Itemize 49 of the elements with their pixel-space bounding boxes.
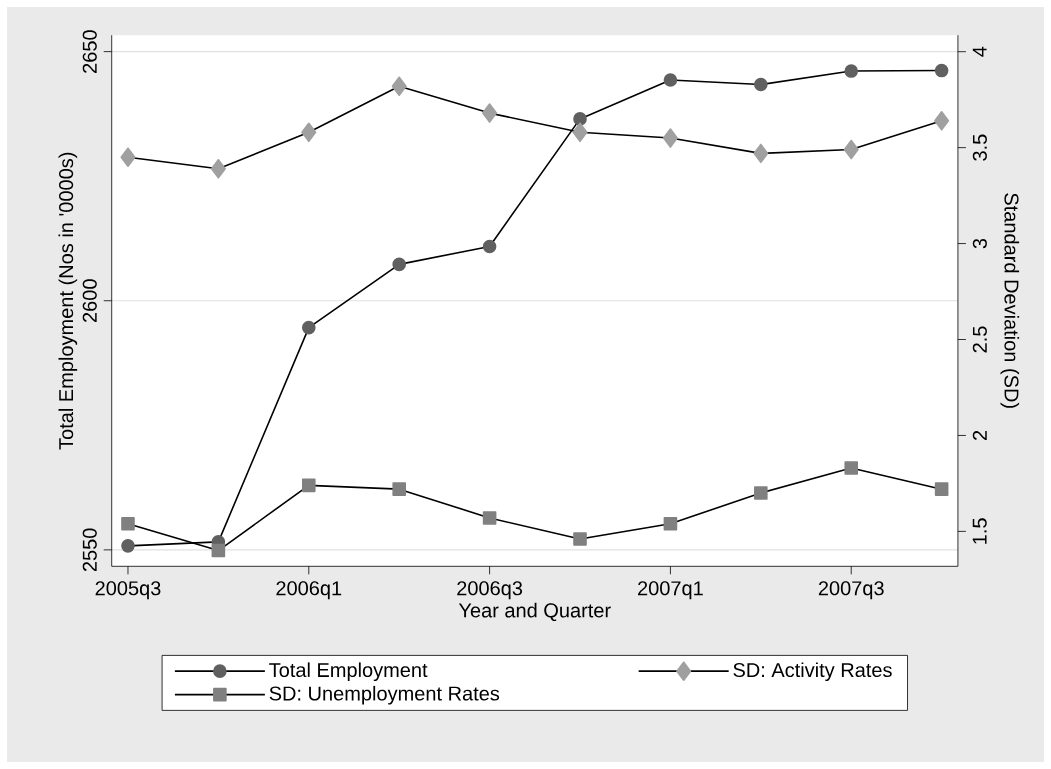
point bbox=[392, 257, 406, 272]
point bbox=[934, 63, 949, 78]
y2-tick-label: 2.5 bbox=[972, 326, 987, 353]
point bbox=[121, 516, 135, 531]
point bbox=[934, 482, 949, 496]
point bbox=[482, 103, 498, 123]
point bbox=[211, 543, 226, 558]
y-tick-label: 2650 bbox=[82, 30, 97, 73]
point bbox=[573, 532, 587, 546]
x-tick-label: 2005q3 bbox=[95, 581, 161, 600]
x-axis-title: Year and Quarter bbox=[458, 602, 611, 622]
point bbox=[301, 122, 317, 143]
point bbox=[843, 139, 859, 160]
x-tick-label: 2007q3 bbox=[818, 581, 884, 600]
x-tick-label: 2006q3 bbox=[457, 581, 523, 600]
point bbox=[754, 486, 768, 500]
point bbox=[482, 511, 497, 525]
point bbox=[844, 461, 859, 475]
point bbox=[301, 320, 316, 335]
x-tick-label: 2007q1 bbox=[638, 581, 703, 600]
y2-axis-title: Standard Deviation (SD) bbox=[1000, 193, 1020, 408]
point bbox=[663, 516, 678, 531]
y2-tick-label: 1.5 bbox=[972, 518, 987, 544]
y-tick-label: 2550 bbox=[82, 528, 97, 572]
y-tick-label: 2600 bbox=[82, 279, 97, 322]
point bbox=[573, 112, 587, 126]
point bbox=[121, 539, 135, 553]
point bbox=[662, 128, 678, 148]
y-axis-title: Total Employment (Nos in '0000s) bbox=[58, 152, 78, 450]
point bbox=[301, 478, 316, 493]
y2-tick-label: 2 bbox=[972, 430, 987, 440]
point bbox=[754, 77, 768, 92]
y2-tick-label: 3.5 bbox=[972, 134, 987, 161]
point bbox=[391, 76, 407, 97]
x-tick-label: 2006q1 bbox=[276, 581, 342, 600]
legend-label: SD: Unemployment Rates bbox=[269, 685, 500, 705]
point bbox=[392, 482, 406, 496]
point bbox=[753, 143, 769, 164]
point bbox=[482, 239, 497, 254]
point bbox=[120, 147, 136, 168]
legend-label: Total Employment bbox=[269, 662, 428, 682]
y2-tick-label: 4 bbox=[972, 46, 987, 57]
point bbox=[210, 158, 226, 179]
y2-tick-label: 3 bbox=[972, 238, 987, 249]
point bbox=[663, 73, 678, 87]
point bbox=[934, 110, 950, 131]
point bbox=[572, 122, 588, 143]
legend-label: SD: Activity Rates bbox=[733, 662, 892, 682]
point bbox=[844, 64, 859, 78]
